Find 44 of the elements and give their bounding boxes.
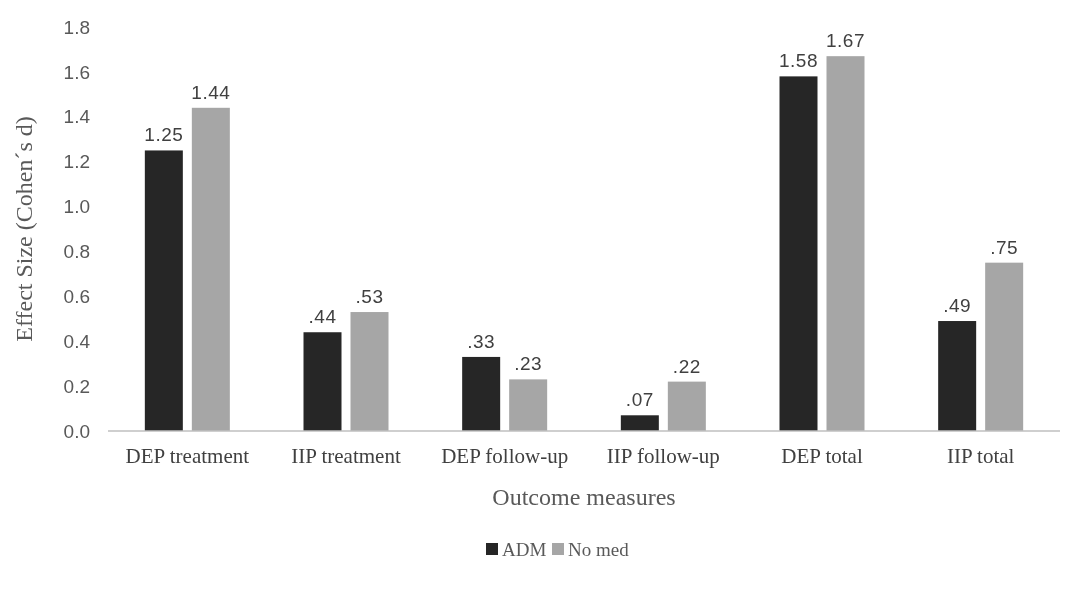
data-label: .49 [943, 295, 972, 317]
bar [462, 356, 501, 431]
bar [191, 107, 230, 431]
y-axis-title: Effect Size (Cohen´s d) [11, 116, 37, 342]
bar [826, 56, 865, 431]
x-tick-label: DEP treatment [125, 444, 250, 468]
y-tick-label: 0.0 [63, 420, 90, 442]
x-tick-label: DEP follow-up [441, 444, 569, 468]
data-label: .07 [625, 389, 654, 411]
y-tick-label: 0.6 [63, 285, 90, 307]
data-label: .44 [308, 306, 337, 328]
data-label: 1.67 [826, 30, 865, 52]
bar [985, 262, 1024, 431]
x-tick-label: IIP treatment [291, 444, 401, 468]
y-tick-label: 1.6 [63, 61, 90, 83]
y-tick-label: 1.0 [63, 196, 90, 218]
data-label: .75 [990, 236, 1019, 258]
bar [667, 381, 706, 431]
legend-label: No med [568, 538, 630, 560]
x-tick-label: IIP follow-up [606, 444, 720, 468]
bar [144, 150, 183, 431]
legend-label: ADM [502, 538, 547, 560]
y-tick-label: 0.8 [63, 241, 90, 263]
y-tick-label: 1.2 [63, 151, 90, 173]
data-label: .22 [672, 355, 701, 377]
bar [620, 415, 659, 431]
data-label: 1.58 [779, 50, 818, 72]
y-tick-label: 1.8 [63, 16, 90, 38]
bar [509, 379, 548, 431]
x-tick-label: IIP total [946, 444, 1015, 468]
y-tick-label: 0.4 [63, 330, 91, 352]
bar [303, 332, 342, 431]
bar [350, 312, 389, 431]
data-label: 1.25 [144, 124, 184, 146]
bar [779, 76, 818, 431]
data-label: .53 [355, 286, 384, 308]
x-tick-label: DEP total [781, 444, 863, 468]
data-label: .23 [514, 353, 543, 375]
bar [938, 321, 977, 431]
data-label: 1.44 [191, 81, 231, 103]
y-tick-label: 0.2 [63, 375, 90, 397]
x-axis-title: Outcome measures [492, 484, 676, 510]
y-tick-label: 1.4 [63, 106, 91, 128]
data-label: .33 [467, 330, 496, 352]
